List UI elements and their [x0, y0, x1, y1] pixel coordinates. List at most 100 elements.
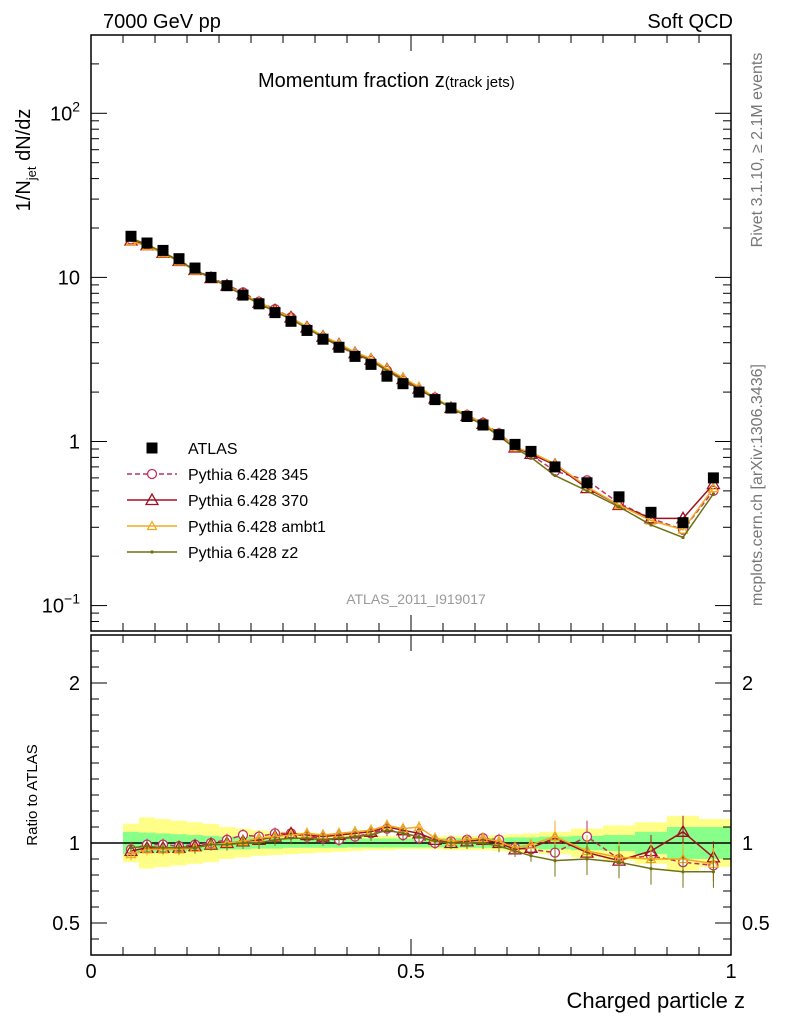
ratio-point [553, 859, 557, 863]
ratio-y-tick-label-right: 1 [742, 833, 753, 855]
series-line [130, 240, 715, 531]
main-plot-panel: Momentum fraction z(track jets) 10−11101… [13, 34, 732, 632]
data-point [445, 402, 457, 414]
legend-marker [144, 492, 160, 506]
data-point [477, 419, 489, 431]
ratio-point [369, 833, 373, 837]
ratio-point [193, 846, 197, 850]
series-line [130, 238, 714, 531]
ratio-point [177, 846, 181, 850]
ratio-point [465, 841, 469, 845]
data-point [617, 505, 621, 509]
data-point [677, 523, 689, 534]
ratio-point [675, 824, 691, 837]
ratio-point [125, 848, 137, 859]
data-point [585, 489, 589, 493]
ratio-y-tick-label-right: 0.5 [742, 913, 770, 935]
data-point [157, 244, 169, 256]
ratio-point [711, 870, 716, 874]
ratio-point [209, 843, 213, 847]
data-point [525, 445, 537, 457]
data-point [125, 230, 137, 242]
ratio-point [289, 836, 293, 840]
legend-label: Pythia 6.428 z2 [188, 545, 298, 562]
legend-entry: Pythia 6.428 370 [127, 492, 308, 510]
ratio-point [305, 836, 309, 840]
data-point [707, 482, 719, 493]
data-point [253, 298, 265, 310]
ratio-y-tick-label-right: 2 [742, 673, 753, 695]
ratio-line [130, 829, 714, 873]
data-point [711, 492, 716, 496]
ratio-point [129, 846, 133, 850]
main-frame [90, 34, 732, 632]
ratio-y-axis-label: Ratio to ATLAS [24, 744, 41, 845]
x-tick-label: 1 [725, 961, 736, 983]
data-point [429, 394, 441, 406]
ratio-point [513, 849, 517, 853]
data-point [549, 461, 561, 473]
legend-entry: Pythia 6.428 ambt1 [127, 519, 326, 536]
data-point [707, 472, 719, 484]
ratio-point [549, 830, 561, 841]
legend-marker [146, 520, 158, 531]
ratio-point [353, 835, 357, 839]
header-right: Soft QCD [647, 11, 733, 33]
main-y-tick-label: 102 [50, 98, 80, 125]
data-point [553, 473, 557, 478]
data-point [301, 324, 313, 336]
analysis-watermark: ATLAS_2011_I919017 [346, 591, 486, 607]
legend-label: Pythia 6.428 345 [188, 467, 308, 484]
ratio-frame [90, 634, 732, 956]
ratio-point [321, 838, 325, 842]
ratio-point [497, 844, 501, 848]
ratio-point [617, 860, 621, 864]
ratio-y-tick-label-left: 1 [69, 833, 80, 855]
data-point [461, 410, 473, 422]
x-tick-label: 0 [85, 961, 96, 983]
data-point [189, 262, 201, 274]
data-point [681, 535, 685, 540]
ratio-point [225, 843, 229, 847]
data-point [413, 386, 425, 398]
data-point [349, 350, 361, 362]
legend-label: ATLAS [188, 441, 238, 458]
data-point [141, 237, 153, 249]
ratio-point [649, 867, 653, 871]
legend-marker [146, 442, 158, 454]
ratio-point [401, 831, 405, 836]
data-point [645, 506, 657, 518]
data-point [221, 280, 233, 292]
header-left: 7000 GeV pp [103, 11, 221, 33]
main-y-tick-label: 10 [58, 267, 80, 289]
ratio-plot-panel: 0.5 0.5 1 1 2 2 0 0.5 1 Ratio to ATLAS Charged p… [24, 634, 770, 1013]
legend-label: Pythia 6.428 ambt1 [188, 519, 326, 536]
ratio-point [433, 839, 437, 844]
x-axis-label: Charged particle z [566, 988, 745, 1013]
data-point [285, 315, 297, 327]
data-point [581, 477, 593, 489]
main-title: Momentum fraction z(track jets) [258, 70, 515, 92]
data-point [649, 523, 653, 527]
rivet-version-label: Rivet 3.1.10, ≥ 2.1M events [749, 53, 766, 248]
data-point [333, 341, 345, 353]
ratio-point [481, 841, 485, 845]
legend-marker [146, 468, 158, 480]
legend-entry: ATLAS [146, 441, 238, 458]
ratio-y-tick-label-left: 0.5 [52, 913, 80, 935]
ratio-point [273, 838, 277, 842]
ratio-point [417, 835, 421, 839]
main-y-axis-label: 1/Njet dN/dz [13, 109, 39, 212]
ratio-point [337, 836, 341, 840]
legend-marker [150, 550, 154, 554]
ratio-point [257, 841, 261, 845]
ratio-point [525, 838, 537, 849]
data-point [397, 378, 409, 390]
data-point [173, 253, 185, 265]
legend: ATLAS Pythia 6.428 345 Pythia 6.428 370 Pyt… [127, 441, 326, 562]
data-point [677, 517, 689, 529]
data-point [613, 499, 625, 510]
ratio-point [413, 821, 425, 832]
ratio-point [585, 857, 589, 861]
